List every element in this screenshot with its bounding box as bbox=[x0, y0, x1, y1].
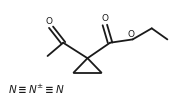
Text: N$\mathbf{\equiv}$N$^{\pm}\mathbf{\equiv}$N: N$\mathbf{\equiv}$N$^{\pm}\mathbf{\equiv… bbox=[8, 83, 65, 96]
Text: O: O bbox=[101, 14, 108, 23]
Text: O: O bbox=[127, 30, 134, 39]
Text: O: O bbox=[46, 17, 53, 26]
